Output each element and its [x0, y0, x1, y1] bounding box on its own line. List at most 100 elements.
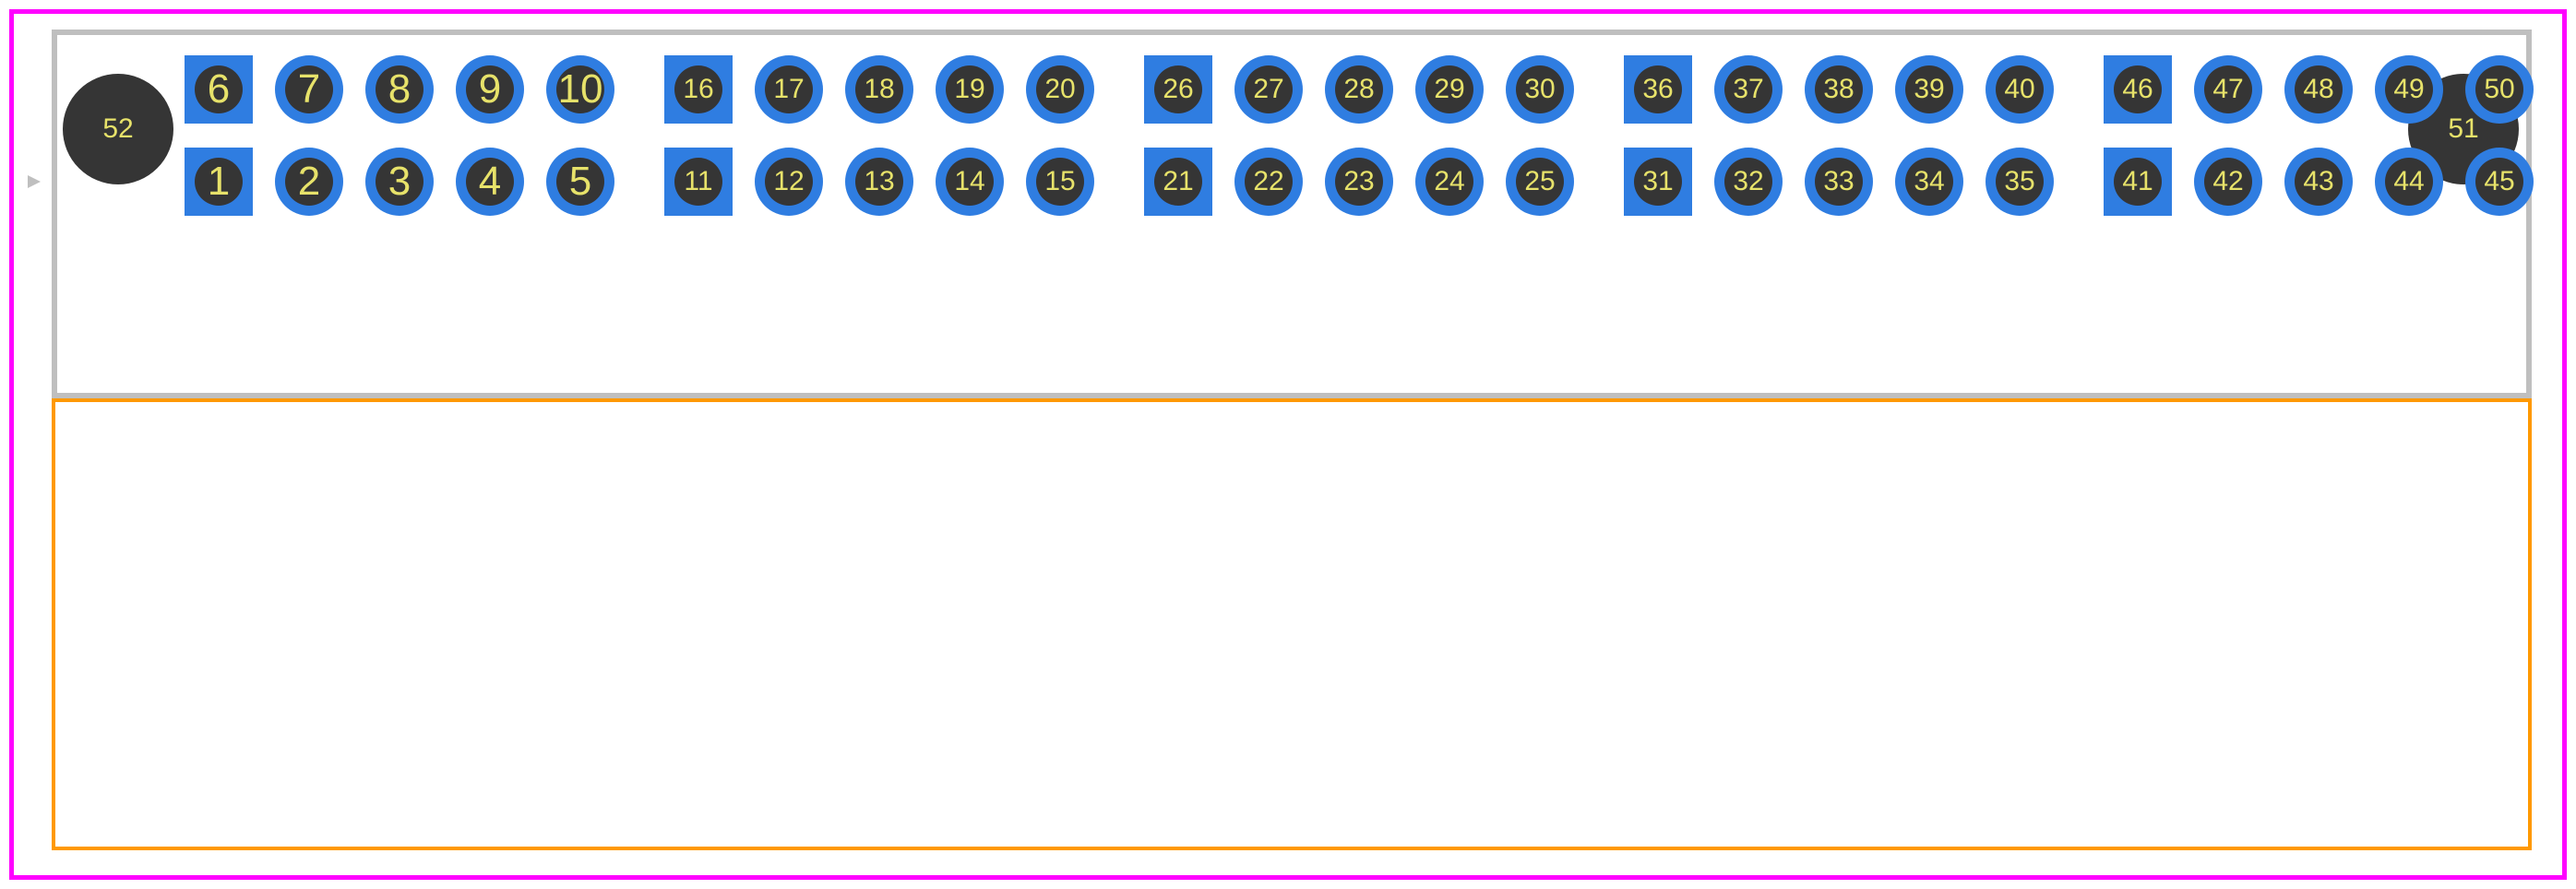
- pin-31: 31: [1624, 148, 1692, 216]
- pin-hole-icon: [2475, 158, 2523, 206]
- pin-hole-icon: [1815, 158, 1863, 206]
- pin-20: 20: [1026, 55, 1094, 124]
- pin-12: 12: [755, 148, 823, 216]
- pin-25: 25: [1506, 148, 1574, 216]
- pin-hole-icon: [1154, 65, 1202, 113]
- pin-hole-icon: [855, 65, 903, 113]
- pin-hole-icon: [2114, 65, 2162, 113]
- pin-hole-icon: [285, 158, 333, 206]
- pin-1: 1: [185, 148, 253, 216]
- pin-14: 14: [936, 148, 1004, 216]
- pin-33: 33: [1805, 148, 1873, 216]
- pin-hole-icon: [765, 158, 813, 206]
- pin-22: 22: [1234, 148, 1303, 216]
- pin-hole-icon: [1905, 158, 1953, 206]
- pin-hole-icon: [1154, 158, 1202, 206]
- pin-8: 8: [365, 55, 434, 124]
- pin-2: 2: [275, 148, 343, 216]
- pin-hole-icon: [1425, 158, 1473, 206]
- pin-37: 37: [1714, 55, 1783, 124]
- pin-40: 40: [1986, 55, 2054, 124]
- pin-10: 10: [546, 55, 614, 124]
- pin-hole-icon: [466, 65, 514, 113]
- pin-hole-icon: [1996, 65, 2044, 113]
- pin-4: 4: [456, 148, 524, 216]
- pin-hole-icon: [2204, 65, 2252, 113]
- pin-43: 43: [2284, 148, 2353, 216]
- pin-hole-icon: [1905, 65, 1953, 113]
- pin-hole-icon: [376, 158, 423, 206]
- pin-hole-icon: [2204, 158, 2252, 206]
- pin-27: 27: [1234, 55, 1303, 124]
- pin-hole-icon: [466, 158, 514, 206]
- pin-23: 23: [1325, 148, 1393, 216]
- pin-3: 3: [365, 148, 434, 216]
- pin-hole-icon: [2385, 158, 2433, 206]
- pin-hole-icon: [1724, 65, 1772, 113]
- pin-21: 21: [1144, 148, 1212, 216]
- pin-16: 16: [664, 55, 733, 124]
- pin-47: 47: [2194, 55, 2262, 124]
- pin-36: 36: [1624, 55, 1692, 124]
- pin-hole-icon: [1036, 158, 1084, 206]
- pin-11: 11: [664, 148, 733, 216]
- mount-hole-52: 52: [63, 74, 173, 184]
- origin-marker-icon: [28, 175, 41, 188]
- pin-5: 5: [546, 148, 614, 216]
- pin-hole-icon: [1245, 158, 1293, 206]
- pin-hole-icon: [1335, 158, 1383, 206]
- pin-28: 28: [1325, 55, 1393, 124]
- pin-hole-icon: [674, 65, 722, 113]
- pin-19: 19: [936, 55, 1004, 124]
- pin-hole-icon: [1815, 65, 1863, 113]
- pin-7: 7: [275, 55, 343, 124]
- pin-49: 49: [2375, 55, 2443, 124]
- pin-hole-icon: [1335, 65, 1383, 113]
- pin-hole-icon: [1634, 65, 1682, 113]
- stage: 5251 12345678910111213141516171819202122…: [0, 0, 2576, 889]
- pin-hole-icon: [1634, 158, 1682, 206]
- pin-hole-icon: [1425, 65, 1473, 113]
- pin-39: 39: [1895, 55, 1963, 124]
- pin-hole-icon: [1996, 158, 2044, 206]
- pin-35: 35: [1986, 148, 2054, 216]
- courtyard-box: [52, 398, 2532, 850]
- pin-hole-icon: [1516, 65, 1564, 113]
- pin-42: 42: [2194, 148, 2262, 216]
- pin-hole-icon: [2295, 65, 2343, 113]
- pin-9: 9: [456, 55, 524, 124]
- pin-hole-icon: [556, 65, 604, 113]
- mount-hole-label: 52: [102, 113, 133, 145]
- pin-17: 17: [755, 55, 823, 124]
- pin-hole-icon: [376, 65, 423, 113]
- pin-30: 30: [1506, 55, 1574, 124]
- pin-44: 44: [2375, 148, 2443, 216]
- pin-41: 41: [2104, 148, 2172, 216]
- pin-hole-icon: [855, 158, 903, 206]
- pin-hole-icon: [556, 158, 604, 206]
- pin-hole-icon: [1245, 65, 1293, 113]
- pin-hole-icon: [946, 65, 994, 113]
- pin-hole-icon: [674, 158, 722, 206]
- pin-34: 34: [1895, 148, 1963, 216]
- pin-hole-icon: [195, 158, 243, 206]
- pin-hole-icon: [285, 65, 333, 113]
- pin-50: 50: [2465, 55, 2534, 124]
- pin-48: 48: [2284, 55, 2353, 124]
- pin-45: 45: [2465, 148, 2534, 216]
- pin-15: 15: [1026, 148, 1094, 216]
- pin-hole-icon: [1516, 158, 1564, 206]
- pin-hole-icon: [1036, 65, 1084, 113]
- pin-hole-icon: [2475, 65, 2523, 113]
- pin-13: 13: [845, 148, 913, 216]
- pin-hole-icon: [2114, 158, 2162, 206]
- pin-hole-icon: [946, 158, 994, 206]
- pin-24: 24: [1415, 148, 1484, 216]
- pin-46: 46: [2104, 55, 2172, 124]
- pin-hole-icon: [765, 65, 813, 113]
- pin-18: 18: [845, 55, 913, 124]
- pin-29: 29: [1415, 55, 1484, 124]
- pin-hole-icon: [2295, 158, 2343, 206]
- pin-hole-icon: [1724, 158, 1772, 206]
- pin-6: 6: [185, 55, 253, 124]
